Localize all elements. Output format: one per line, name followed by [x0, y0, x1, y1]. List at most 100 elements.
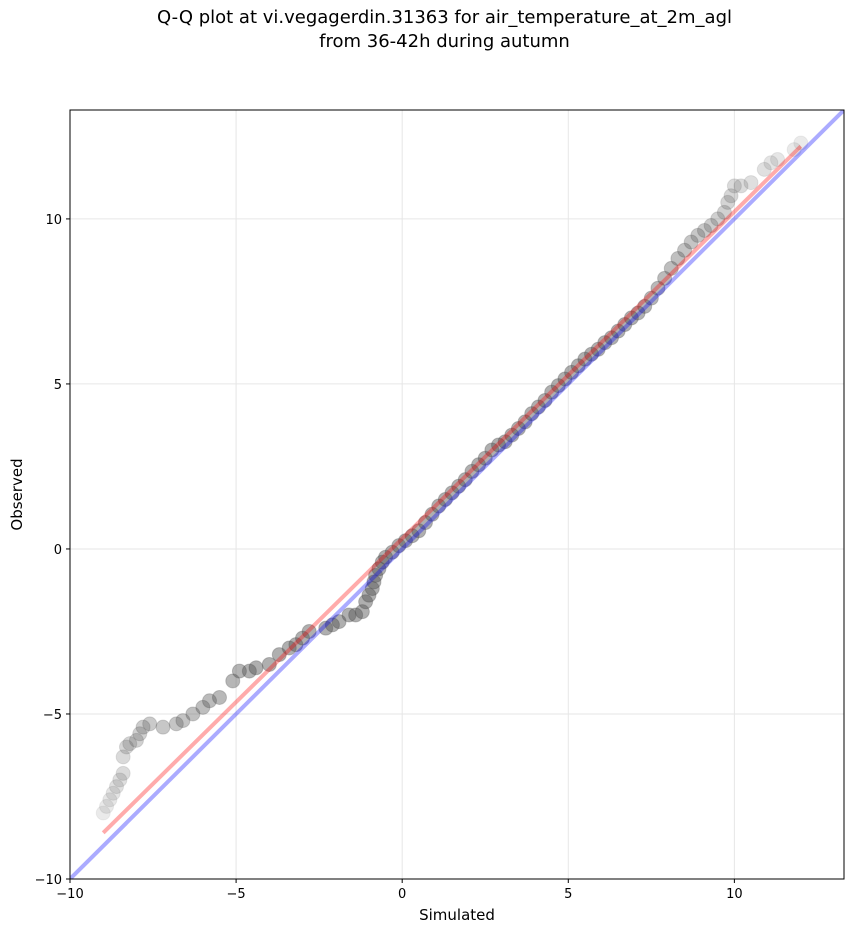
quantile-point — [570, 358, 586, 374]
y-tick-label: 10 — [45, 213, 62, 228]
quantile-point — [318, 620, 334, 636]
quantile-point — [95, 805, 111, 821]
quantile-point — [564, 364, 580, 380]
quantile-point — [770, 152, 786, 168]
quantile-point — [710, 211, 726, 227]
quantile-point — [504, 427, 520, 443]
quantile-point — [630, 305, 646, 321]
quantile-point — [128, 732, 144, 748]
quantile-point — [241, 663, 257, 679]
quantile-point — [185, 706, 201, 722]
quantile-point — [610, 323, 626, 339]
identity-line — [70, 110, 844, 879]
quantile-point — [683, 234, 699, 250]
quantile-point — [643, 290, 659, 306]
quantile-point — [720, 194, 736, 210]
quantile-point — [361, 587, 377, 603]
quantile-point — [109, 779, 125, 795]
quantile-point — [115, 765, 131, 781]
x-tick-label: −10 — [56, 887, 83, 902]
quantile-point — [348, 607, 364, 623]
x-tick-label: 10 — [726, 887, 743, 902]
quantile-point — [657, 270, 673, 286]
quantile-point — [261, 656, 277, 672]
y-axis-ticks: −10 −5 0 5 10 — [35, 213, 70, 888]
quantile-point — [517, 414, 533, 430]
quantile-point — [723, 188, 739, 204]
fit-line — [101, 144, 803, 835]
quantile-point — [366, 574, 382, 590]
quantile-point — [544, 384, 560, 400]
quantile-point — [354, 604, 370, 620]
quantile-point — [623, 310, 639, 326]
quantile-point — [786, 142, 802, 158]
quantile-point — [391, 538, 407, 554]
quantile-point — [288, 637, 304, 653]
quantile-point — [424, 506, 440, 522]
quantile-point — [231, 663, 247, 679]
quantile-point — [597, 335, 613, 351]
x-tick-label: 5 — [564, 887, 572, 902]
quantile-point — [175, 713, 191, 729]
chart-title-line-2: from 36-42h during autumn — [319, 31, 570, 52]
quantile-point — [404, 528, 420, 544]
quantile-point — [550, 378, 566, 394]
quantile-point — [135, 719, 151, 735]
quantile-point — [733, 178, 749, 194]
x-tick-label: 0 — [398, 887, 406, 902]
quantile-point — [112, 772, 128, 788]
quantile-point — [378, 549, 394, 565]
x-axis-ticks: −10 −5 0 5 10 — [56, 879, 743, 902]
quantile-point — [358, 594, 374, 610]
quantile-point — [464, 463, 480, 479]
quantile-point — [617, 317, 633, 333]
quantile-point — [444, 485, 460, 501]
quantile-point — [248, 660, 264, 676]
quantile-points — [95, 135, 809, 821]
quantile-point — [491, 437, 507, 453]
quantile-point — [557, 371, 573, 387]
quantile-point — [168, 716, 184, 732]
quantile-point — [756, 161, 772, 177]
quantile-point — [105, 785, 121, 801]
quantile-point — [524, 406, 540, 422]
quantile-point — [132, 726, 148, 742]
quantile-point — [371, 561, 387, 577]
quantile-point — [225, 673, 241, 689]
quantile-point — [431, 498, 447, 514]
quantile-point — [457, 472, 473, 488]
quantile-point — [437, 491, 453, 507]
chart-title-line-1: Q-Q plot at vi.vegagerdin.31363 for air_… — [157, 7, 732, 28]
x-axis-label: Simulated — [419, 906, 495, 924]
quantile-point — [484, 442, 500, 458]
quantile-point — [584, 346, 600, 362]
quantile-point — [142, 716, 158, 732]
quantile-point — [793, 135, 809, 151]
x-tick-label: −5 — [227, 887, 246, 902]
quantile-point — [763, 155, 779, 171]
quantile-point — [590, 341, 606, 357]
quantile-point — [451, 478, 467, 494]
quantile-point — [510, 420, 526, 436]
quantile-point — [716, 204, 732, 220]
plot-frame — [69, 109, 845, 880]
quantile-point — [703, 218, 719, 234]
quantile-point — [364, 581, 380, 597]
quantile-point — [417, 515, 433, 531]
quantile-point — [497, 434, 513, 450]
quantile-point — [530, 399, 546, 415]
quantile-point — [195, 699, 211, 715]
y-tick-label: 0 — [54, 543, 62, 558]
plot-area — [70, 110, 844, 879]
quantile-point — [398, 533, 414, 549]
quantile-point — [743, 175, 759, 191]
quantile-point — [577, 351, 593, 367]
grid-lines — [69, 110, 844, 880]
chart-title: Q-Q plot at vi.vegagerdin.31363 for air_… — [0, 6, 854, 54]
quantile-point — [331, 614, 347, 630]
quantile-point — [155, 719, 171, 735]
quantile-point — [301, 623, 317, 639]
quantile-point — [115, 749, 131, 765]
y-tick-label: 5 — [54, 378, 62, 393]
